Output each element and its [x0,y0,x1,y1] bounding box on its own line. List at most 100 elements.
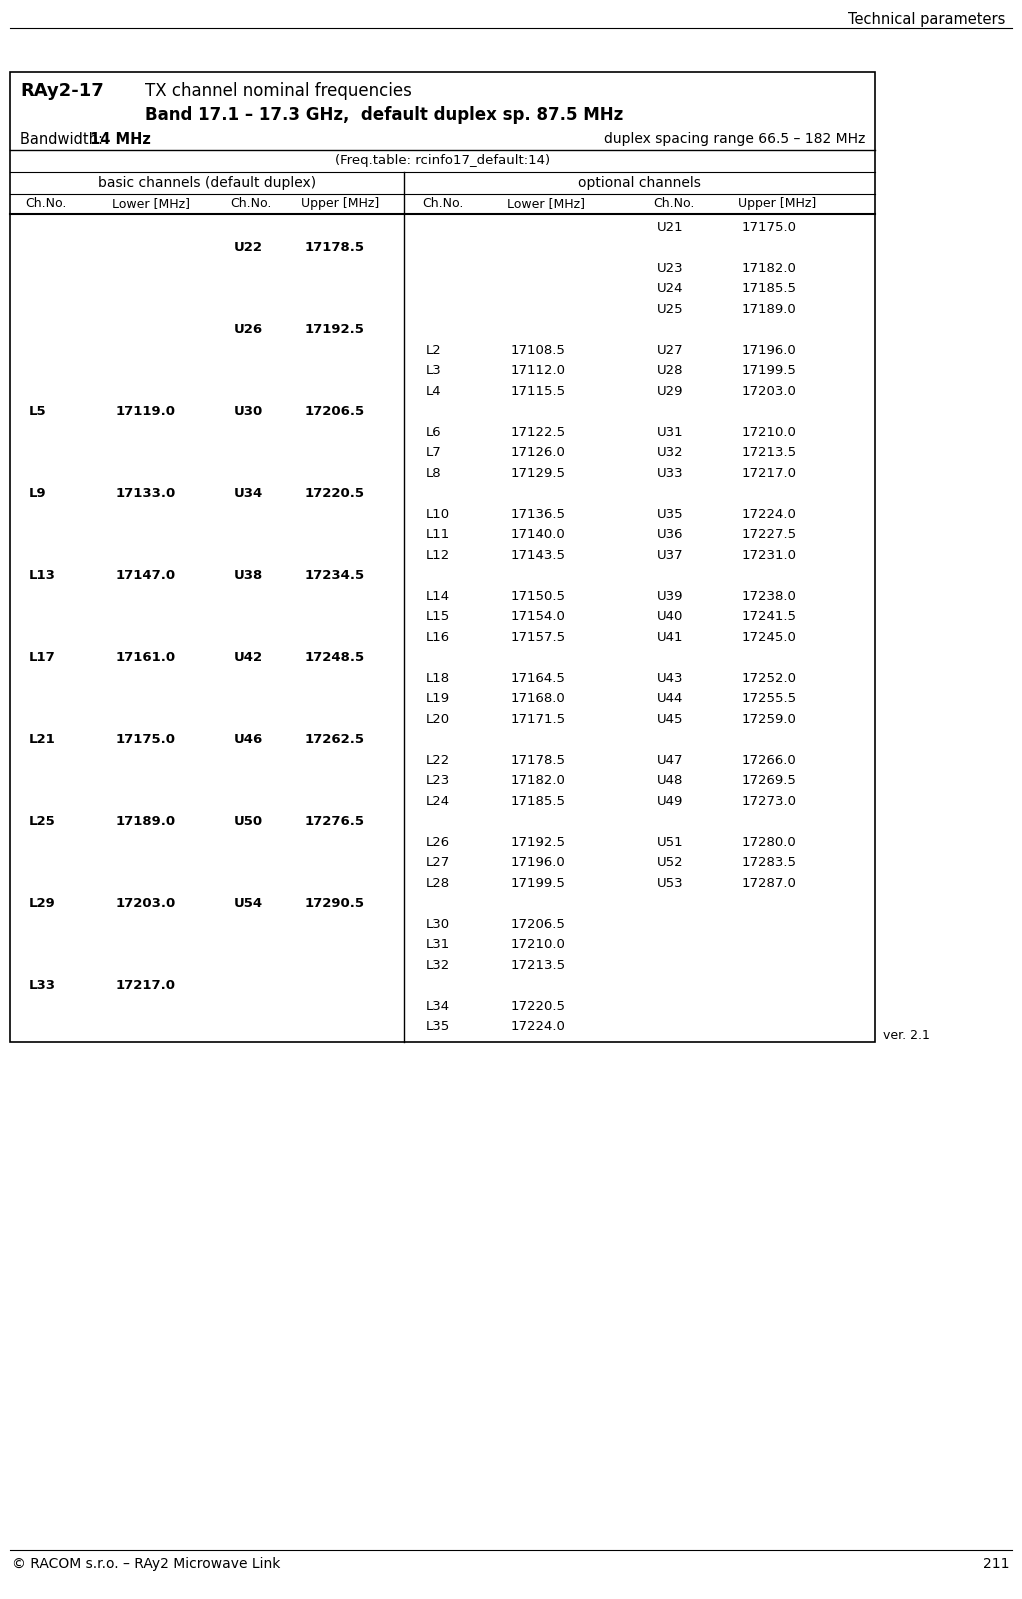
Text: 17287.0: 17287.0 [741,876,796,889]
Text: L23: L23 [425,774,450,787]
Text: 17266.0: 17266.0 [741,753,796,766]
Text: 17147.0: 17147.0 [115,569,176,582]
Text: 17238.0: 17238.0 [741,590,796,603]
Text: L5: L5 [29,405,46,419]
Text: L26: L26 [425,836,450,849]
Text: 17217.0: 17217.0 [115,979,176,993]
Text: 17199.5: 17199.5 [741,365,796,377]
Text: 17129.5: 17129.5 [510,467,565,480]
Text: U36: U36 [656,528,683,540]
Text: L11: L11 [425,528,450,540]
Text: 17126.0: 17126.0 [510,446,565,459]
Text: 17220.5: 17220.5 [305,488,364,500]
Text: Bandwidth:: Bandwidth: [20,133,112,147]
Text: L34: L34 [425,999,450,1012]
Text: U46: U46 [233,734,263,747]
Text: 17143.5: 17143.5 [510,548,565,561]
Text: L16: L16 [425,630,450,644]
Text: L22: L22 [425,753,450,766]
Text: U53: U53 [656,876,683,889]
Text: RAy2-17: RAy2-17 [20,82,104,101]
Text: U29: U29 [656,385,683,398]
Text: L35: L35 [425,1020,450,1033]
Text: duplex spacing range 66.5 – 182 MHz: duplex spacing range 66.5 – 182 MHz [604,133,865,146]
Text: U30: U30 [233,405,263,419]
Text: 17280.0: 17280.0 [741,836,796,849]
Text: L28: L28 [425,876,450,889]
Text: L2: L2 [425,344,442,357]
Text: 17245.0: 17245.0 [741,630,796,644]
Text: 17269.5: 17269.5 [741,774,796,787]
Text: L19: L19 [425,692,450,705]
Text: 17108.5: 17108.5 [510,344,565,357]
Text: U21: U21 [656,221,683,233]
Text: U38: U38 [233,569,263,582]
Text: L13: L13 [29,569,55,582]
Text: 17290.5: 17290.5 [305,897,364,910]
Text: U47: U47 [656,753,683,766]
Text: U39: U39 [656,590,683,603]
Text: 211: 211 [983,1557,1010,1570]
Text: L24: L24 [425,795,450,807]
Text: Technical parameters: Technical parameters [847,13,1005,27]
Text: L31: L31 [425,939,450,951]
Text: 17252.0: 17252.0 [741,672,796,684]
Text: 17154.0: 17154.0 [510,611,565,624]
Text: Lower [MHz]: Lower [MHz] [507,197,586,209]
Text: L15: L15 [425,611,450,624]
Text: L21: L21 [29,734,55,747]
Text: L3: L3 [425,365,442,377]
Text: 17259.0: 17259.0 [741,713,796,726]
Text: 17164.5: 17164.5 [510,672,565,684]
Text: U37: U37 [656,548,683,561]
Text: © RACOM s.r.o. – RAy2 Microwave Link: © RACOM s.r.o. – RAy2 Microwave Link [12,1557,280,1570]
Text: basic channels (default duplex): basic channels (default duplex) [98,176,316,190]
Text: U52: U52 [656,855,683,870]
Text: 17196.0: 17196.0 [741,344,796,357]
Text: U40: U40 [656,611,683,624]
Text: Lower [MHz]: Lower [MHz] [112,197,190,209]
Text: ver. 2.1: ver. 2.1 [883,1030,930,1043]
Text: L14: L14 [425,590,450,603]
Text: U43: U43 [656,672,683,684]
Text: 17112.0: 17112.0 [510,365,565,377]
Text: 17217.0: 17217.0 [741,467,796,480]
Text: 17224.0: 17224.0 [741,508,796,521]
Text: U28: U28 [656,365,683,377]
Text: 17262.5: 17262.5 [305,734,364,747]
Text: 17210.0: 17210.0 [510,939,565,951]
Text: 17227.5: 17227.5 [741,528,796,540]
Text: U49: U49 [656,795,683,807]
Text: 17189.0: 17189.0 [115,815,176,828]
Text: 17150.5: 17150.5 [510,590,565,603]
Text: L32: L32 [425,959,450,972]
Text: 17157.5: 17157.5 [510,630,565,644]
Text: 17248.5: 17248.5 [305,651,365,664]
Text: 17210.0: 17210.0 [741,425,796,438]
Text: U34: U34 [233,488,263,500]
Text: L30: L30 [425,918,450,931]
Text: L33: L33 [29,979,56,993]
Text: L29: L29 [29,897,55,910]
Text: L10: L10 [425,508,450,521]
Text: 17175.0: 17175.0 [115,734,176,747]
Text: Upper [MHz]: Upper [MHz] [301,197,379,209]
Text: 17206.5: 17206.5 [305,405,365,419]
Text: 17119.0: 17119.0 [115,405,176,419]
Text: U35: U35 [656,508,683,521]
Text: Ch.No.: Ch.No. [422,197,464,209]
Text: Ch.No.: Ch.No. [653,197,695,209]
Text: 17196.0: 17196.0 [510,855,565,870]
Text: L6: L6 [425,425,442,438]
Text: 17224.0: 17224.0 [510,1020,565,1033]
Text: U41: U41 [656,630,683,644]
Text: 17175.0: 17175.0 [741,221,796,233]
Text: L8: L8 [425,467,442,480]
Text: 17140.0: 17140.0 [510,528,565,540]
Text: L17: L17 [29,651,55,664]
Text: Ch.No.: Ch.No. [26,197,67,209]
Text: 17203.0: 17203.0 [741,385,796,398]
Text: 17241.5: 17241.5 [741,611,796,624]
Text: 17213.5: 17213.5 [510,959,565,972]
Text: 17273.0: 17273.0 [741,795,796,807]
